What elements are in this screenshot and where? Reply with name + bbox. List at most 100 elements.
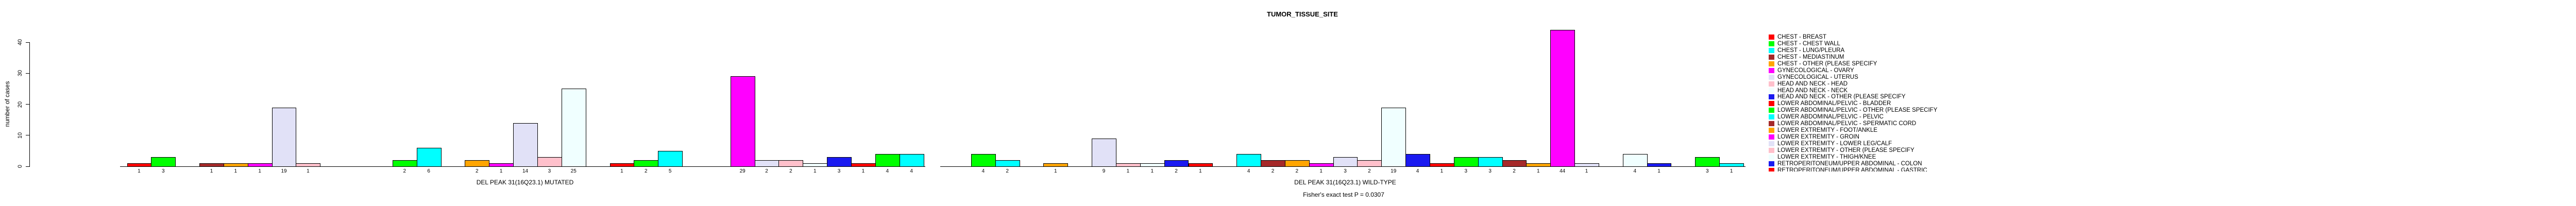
legend-label: HEAD AND NECK - NECK (1777, 87, 1848, 94)
legend-color-swatch (1769, 47, 1774, 53)
legend-color-swatch (1769, 61, 1774, 66)
bar (803, 163, 828, 167)
bar-value-label: 2 (1006, 168, 1009, 174)
legend-color-swatch (1769, 167, 1774, 171)
legend: CHEST - BREAST CHEST - CHEST WALL CHEST - … (1769, 33, 1954, 171)
bar (899, 153, 924, 167)
bar-value-label: 5 (668, 168, 672, 174)
bar-value-label: 1 (210, 168, 213, 174)
bar (1188, 163, 1213, 167)
bar-value-label: 44 (1560, 168, 1566, 174)
y-axis-tick (26, 166, 29, 167)
bar-value-label: 3 (161, 168, 165, 174)
bar (489, 163, 514, 167)
legend-color-swatch (1769, 81, 1774, 87)
bar (1622, 153, 1648, 167)
legend-color-swatch (1769, 141, 1774, 147)
bar (851, 163, 876, 167)
bar (995, 160, 1020, 167)
legend-color-swatch (1769, 94, 1774, 100)
bar (1261, 160, 1285, 167)
bar (1092, 138, 1116, 167)
bar (1333, 157, 1358, 167)
legend-label: RETROPERITONEUM/UPPER ABDOMINAL - GASTRI… (1777, 167, 1927, 171)
bar (247, 163, 273, 167)
legend-label: HEAD AND NECK - HEAD (1777, 80, 1848, 87)
legend-color-swatch (1769, 41, 1774, 46)
bar-value-label: 3 (837, 168, 841, 174)
legend-color-swatch (1769, 35, 1774, 40)
bar-value-label: 1 (1126, 168, 1130, 174)
bar-value-label: 19 (1391, 168, 1397, 174)
bar-value-label: 1 (620, 168, 623, 174)
legend-color-swatch (1769, 67, 1774, 73)
bar (1695, 157, 1720, 167)
bar (1478, 157, 1503, 167)
legend-label: LOWER EXTREMITY - THIGH/KNEE (1777, 153, 1876, 160)
bar (1309, 163, 1334, 167)
bar-value-label: 2 (1295, 168, 1299, 174)
bar (754, 160, 779, 167)
panel-2-label: DEL PEAK 31(16Q23.1) WILD-TYPE (1294, 179, 1396, 186)
bar (1357, 160, 1382, 167)
bar-value-label: 1 (1585, 168, 1588, 174)
bar-value-label: 1 (234, 168, 238, 174)
bar (1043, 163, 1069, 167)
legend-color-swatch (1769, 101, 1774, 107)
legend-label: CHEST - OTHER (PLEASE SPECIFY (1777, 60, 1877, 67)
bar-value-label: 9 (1102, 168, 1106, 174)
bar-value-label: 1 (258, 168, 261, 174)
bar-value-label: 4 (1247, 168, 1250, 174)
bar (1647, 163, 1672, 167)
bar (513, 123, 538, 167)
bar-value-label: 2 (403, 168, 406, 174)
y-axis-tick (26, 73, 29, 74)
legend-label: RETROPERITONEUM/UPPER ABDOMINAL - COLON (1777, 160, 1922, 167)
bar-value-label: 3 (1464, 168, 1468, 174)
bar (561, 89, 586, 167)
bar-value-label: 1 (1537, 168, 1540, 174)
bar (634, 160, 659, 167)
bar-value-label: 1 (307, 168, 310, 174)
y-axis-tick-label: 30 (17, 70, 23, 77)
y-axis-tick-label: 0 (17, 164, 23, 168)
legend-color-swatch (1769, 128, 1774, 133)
bar (1453, 157, 1479, 167)
bar (875, 153, 900, 167)
legend-label: LOWER ABDOMINAL/PELVIC - PELVIC (1777, 114, 1884, 121)
y-axis-tick (26, 104, 29, 105)
legend-color-swatch (1769, 74, 1774, 80)
bar-value-label: 4 (886, 168, 889, 174)
bar-value-label: 4 (981, 168, 985, 174)
bar-value-label: 1 (1440, 168, 1444, 174)
bar (1502, 160, 1527, 167)
bar-value-label: 2 (644, 168, 648, 174)
legend-label: CHEST - MEDIASTINUM (1777, 54, 1844, 60)
bar (1115, 163, 1141, 167)
bar (1574, 163, 1599, 167)
bar (1140, 163, 1165, 167)
legend-label: CHEST - CHEST WALL (1777, 40, 1840, 47)
legend-color-swatch (1769, 154, 1774, 160)
y-axis-tick-label: 10 (17, 132, 23, 139)
bar (465, 160, 490, 167)
y-axis-tick-label: 20 (17, 101, 23, 108)
bar-value-label: 14 (522, 168, 529, 174)
bar (827, 157, 852, 167)
bar (609, 163, 635, 167)
bar (658, 150, 683, 167)
bar (1526, 163, 1551, 167)
bar-value-label: 4 (910, 168, 913, 174)
bar-value-label: 1 (1319, 168, 1323, 174)
bar-value-label: 1 (1657, 168, 1660, 174)
bar-value-label: 2 (476, 168, 479, 174)
y-axis-title: number of cases (4, 81, 11, 127)
chart-title: TUMOR_TISSUE_SITE (1267, 10, 1338, 18)
bar-value-label: 2 (789, 168, 792, 174)
bar (296, 163, 321, 167)
bar (1550, 29, 1575, 167)
bar-value-label: 6 (427, 168, 430, 174)
bar (1236, 153, 1262, 167)
bar-value-label: 3 (548, 168, 551, 174)
